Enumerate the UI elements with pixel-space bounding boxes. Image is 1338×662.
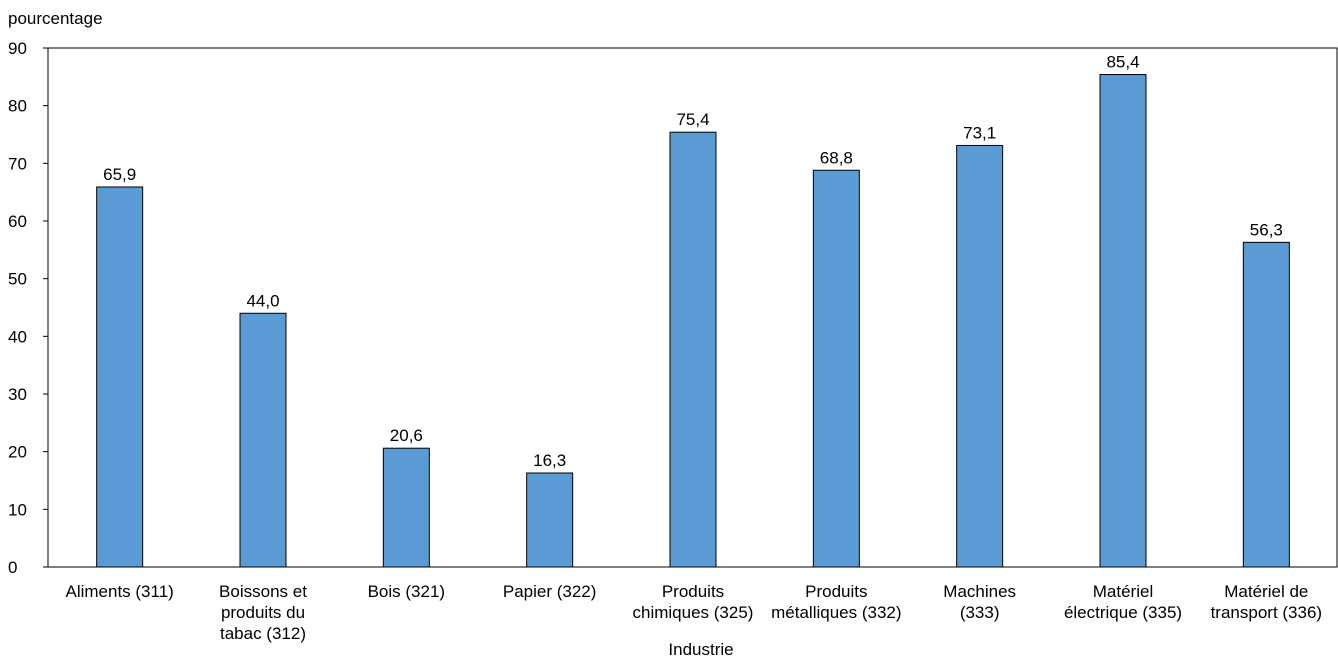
y-tick-label: 90 — [8, 39, 27, 58]
x-tick-label-line: Machines — [943, 582, 1016, 601]
x-tick-label: Matériel électrique (335) — [1064, 582, 1182, 622]
y-tick-label: 30 — [8, 385, 27, 404]
x-tick-label: Matériel de transport (336) — [1211, 582, 1323, 622]
bar-value-label: 65,9 — [103, 165, 136, 184]
bar — [1242, 241, 1290, 568]
x-tick-label-line: Papier (322) — [503, 582, 597, 601]
x-tick-label-line: transport (336) — [1211, 603, 1323, 622]
y-tick-label: 80 — [8, 97, 27, 116]
x-tick-label-line: Matériel — [1093, 582, 1153, 601]
bar — [1099, 74, 1147, 568]
bar-value-label: 16,3 — [533, 451, 566, 470]
x-tick-label-line: Matériel de — [1224, 582, 1308, 601]
bar — [382, 447, 430, 568]
x-tick-label-line: Boissons et — [219, 582, 307, 601]
x-tick-label-line: chimiques (325) — [633, 603, 754, 622]
x-axis-title: Industrie — [668, 640, 733, 659]
y-tick-label: 60 — [8, 212, 27, 231]
bar — [956, 144, 1004, 568]
y-tick-label: 50 — [8, 270, 27, 289]
bar — [812, 169, 860, 568]
bar — [239, 312, 287, 568]
x-tick-label-line: Aliments (311) — [65, 582, 173, 601]
x-tick-label: Machines (333) — [943, 582, 1016, 622]
y-tick-label: 40 — [8, 327, 27, 346]
bar — [669, 131, 717, 568]
x-tick-label-line: électrique (335) — [1064, 603, 1182, 622]
bar — [526, 472, 574, 568]
y-axis-title: pourcentage — [8, 9, 103, 28]
y-tick-label: 70 — [8, 154, 27, 173]
x-tick-label: Boissons et produits du tabac (312) — [219, 582, 307, 643]
x-axis: Aliments (311) Boissons et produits du taba… — [65, 582, 1322, 643]
y-tick-label: 20 — [8, 443, 27, 462]
bars: 65,9 44,0 20,6 16,3 75,4 68,8 73,1 85,4 56,3 — [96, 53, 1290, 568]
bar-value-label: 73,1 — [963, 123, 996, 142]
bar — [96, 186, 144, 568]
y-tick-label: 10 — [8, 500, 27, 519]
x-tick-label-line: Produits — [662, 582, 724, 601]
x-tick-label: Aliments (311) — [65, 582, 173, 601]
x-tick-label-line: Bois (321) — [368, 582, 445, 601]
x-tick-label: Produits métalliques (332) — [771, 582, 901, 622]
x-tick-label: Bois (321) — [368, 582, 445, 601]
bar-value-label: 20,6 — [390, 426, 423, 445]
x-tick-label: Papier (322) — [503, 582, 597, 601]
x-tick-label-line: Produits — [805, 582, 867, 601]
x-tick-label-line: tabac (312) — [220, 624, 306, 643]
bar-value-label: 75,4 — [676, 110, 709, 129]
x-tick-label: Produits chimiques (325) — [633, 582, 754, 622]
x-tick-label-line: métalliques (332) — [771, 603, 901, 622]
bar-value-label: 56,3 — [1250, 220, 1283, 239]
bar-value-label: 85,4 — [1106, 53, 1139, 72]
x-tick-label-line: produits du — [221, 603, 305, 622]
x-tick-label-line: (333) — [960, 603, 1000, 622]
y-axis: 0 10 20 30 40 50 60 70 80 90 — [8, 39, 48, 577]
bar-value-label: 68,8 — [820, 148, 853, 167]
bar-value-label: 44,0 — [246, 291, 279, 310]
y-tick-label: 0 — [8, 558, 17, 577]
